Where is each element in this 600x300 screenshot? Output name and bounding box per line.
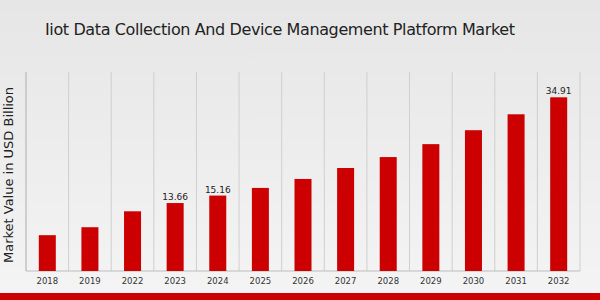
title: Iiot Data Collection And Device Manageme… (45, 20, 515, 39)
bars (39, 97, 567, 271)
x-tick-label: 2019 (79, 276, 101, 286)
x-tick-label: 2028 (377, 276, 399, 286)
x-tick-label: 2022 (122, 276, 144, 286)
grid-line (153, 72, 154, 271)
grid-line (580, 72, 581, 271)
bar (167, 203, 184, 271)
x-tick-label: 2026 (292, 276, 314, 286)
x-tick-label: 2027 (335, 276, 357, 286)
grid-line (196, 72, 197, 271)
bar (550, 97, 567, 271)
x-tick-label: 2030 (463, 276, 485, 286)
grid-line (281, 72, 282, 271)
x-tick-label: 2025 (250, 276, 272, 286)
bar (508, 114, 525, 271)
x-tick-label: 2023 (164, 276, 186, 286)
x-tick-label: 2029 (420, 276, 442, 286)
grid-line (494, 72, 495, 271)
bar (124, 211, 141, 271)
grid-line (111, 72, 112, 271)
y-axis-line (26, 72, 27, 271)
bar (39, 235, 56, 271)
bar (209, 196, 226, 271)
footer-strip (0, 293, 600, 300)
grid-line (409, 72, 410, 271)
grid-line (26, 72, 27, 271)
y-axis-label: Market Value in USD Billion (1, 87, 16, 263)
x-tick-label: 2031 (505, 276, 527, 286)
bar (422, 144, 439, 271)
data-label: 34.91 (546, 86, 572, 96)
grid-line (366, 72, 367, 271)
x-tick-label: 2024 (207, 276, 229, 286)
bar (81, 227, 98, 271)
data-label: 13.66 (162, 192, 188, 202)
data-label: 15.16 (205, 185, 231, 195)
bar (252, 188, 269, 271)
bar (380, 157, 397, 271)
x-tick-label: 2018 (36, 276, 58, 286)
grid-line (239, 72, 240, 271)
x-tick-label: 2032 (548, 276, 570, 286)
bar (465, 130, 482, 271)
grid-line (68, 72, 69, 271)
grid-line (324, 72, 325, 271)
grid-line (452, 72, 453, 271)
grid-line (537, 72, 538, 271)
bar (295, 179, 312, 271)
bar (337, 168, 354, 271)
